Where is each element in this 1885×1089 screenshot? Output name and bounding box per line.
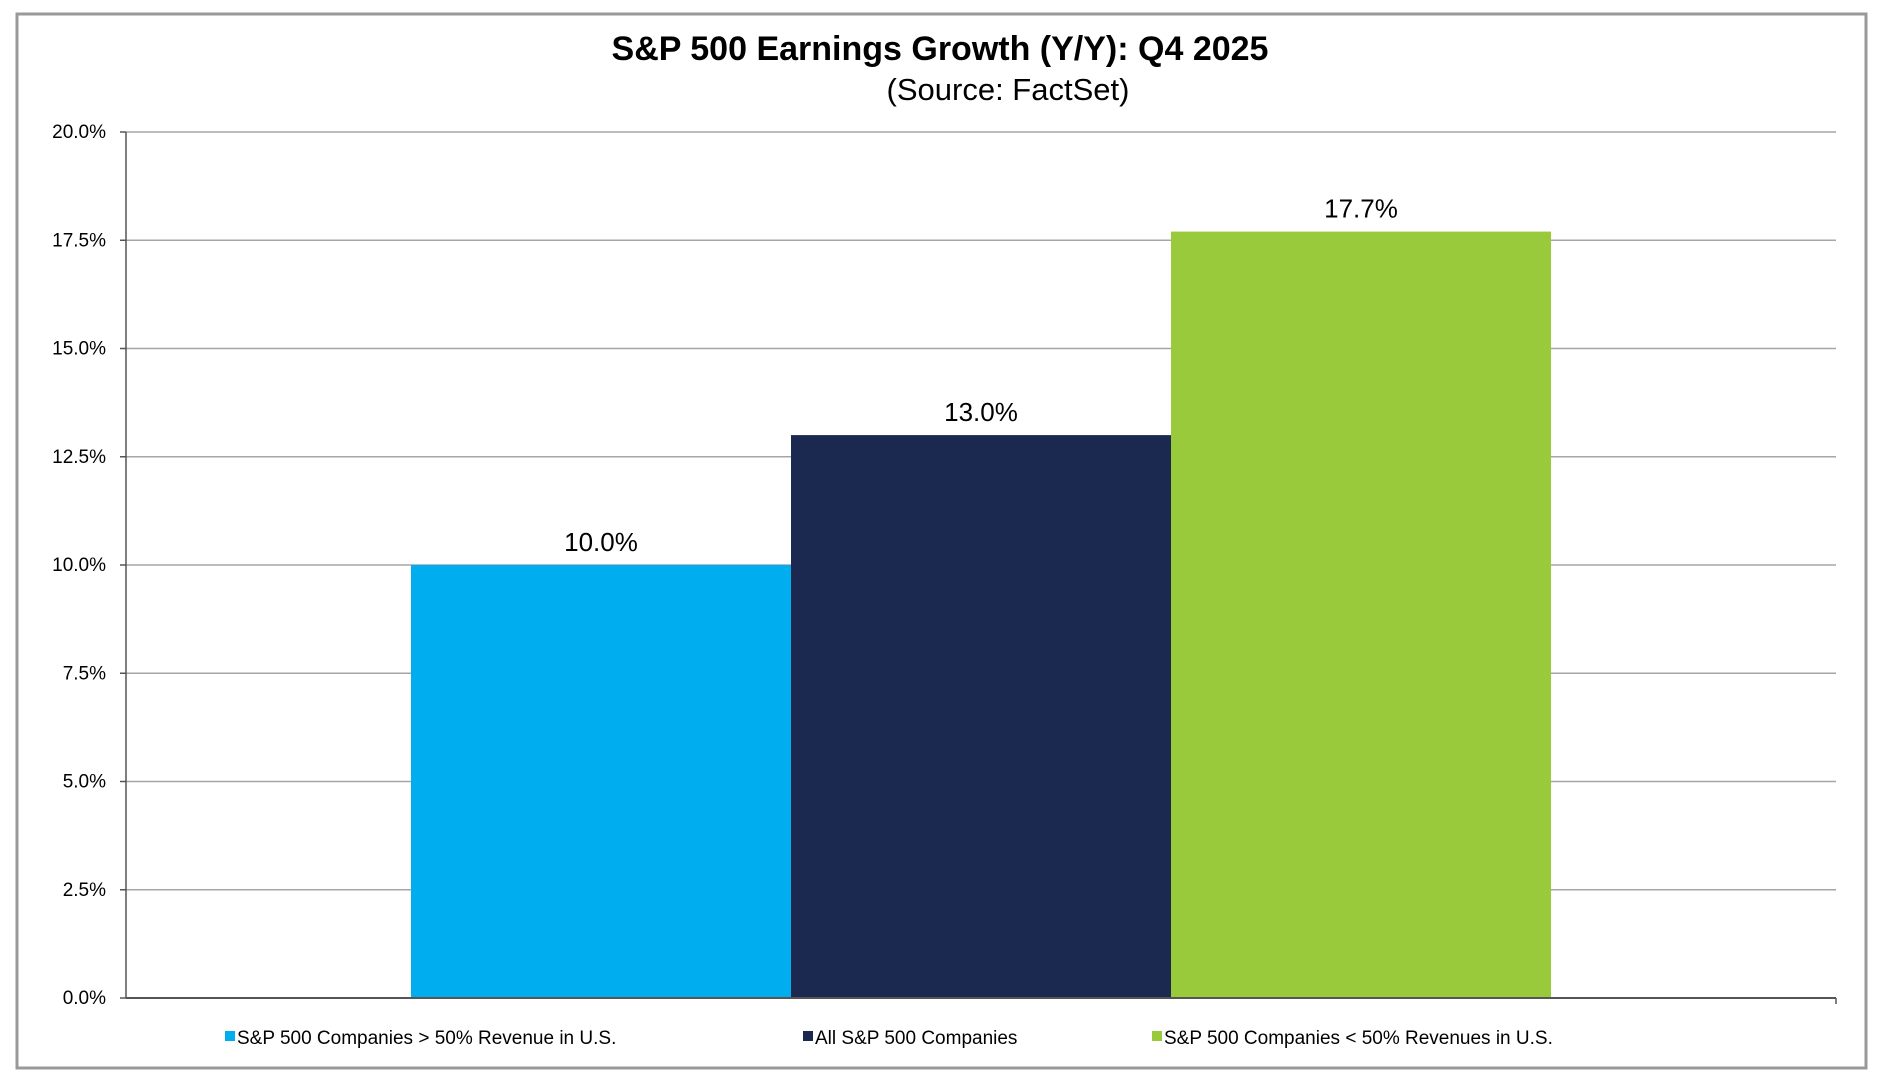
y-tick-label: 2.5% — [63, 880, 106, 901]
bar-data-label: 13.0% — [944, 397, 1018, 427]
legend-swatch — [803, 1031, 813, 1041]
y-tick-label: 10.0% — [52, 555, 106, 576]
axes: 0.0% 2.5% 5.0% 7.5% 10.0% 12.5% 15.0% 17.5% 20.0… — [52, 122, 1837, 1009]
y-tick-label: 17.5% — [52, 230, 106, 251]
bar — [411, 565, 791, 998]
legend-label: S&P 500 Companies > 50% Revenue in U.S. — [237, 1028, 616, 1049]
y-tick-label: 7.5% — [63, 663, 106, 684]
y-tick-label: 20.0% — [52, 122, 106, 143]
legend-swatch — [1152, 1031, 1162, 1041]
bar-data-label: 17.7% — [1324, 194, 1398, 224]
y-tick-label: 15.0% — [52, 339, 106, 360]
legend-swatch — [225, 1031, 235, 1041]
bar-data-label: 10.0% — [564, 527, 638, 557]
legend: S&P 500 Companies > 50% Revenue in U.S. A… — [225, 1028, 1553, 1049]
y-tick-label: 5.0% — [63, 772, 106, 793]
y-tick-label: 0.0% — [63, 988, 106, 1009]
legend-label: S&P 500 Companies < 50% Revenues in U.S. — [1164, 1028, 1553, 1049]
chart-title: S&P 500 Earnings Growth (Y/Y): Q4 2025 — [612, 30, 1269, 68]
bars: 10.0% 13.0% 17.7% — [411, 194, 1551, 999]
chart-subtitle: (Source: FactSet) — [887, 72, 1130, 107]
bar — [791, 435, 1171, 999]
legend-label: All S&P 500 Companies — [815, 1028, 1017, 1049]
y-tick-label: 12.5% — [52, 447, 106, 468]
bar — [1171, 231, 1551, 999]
